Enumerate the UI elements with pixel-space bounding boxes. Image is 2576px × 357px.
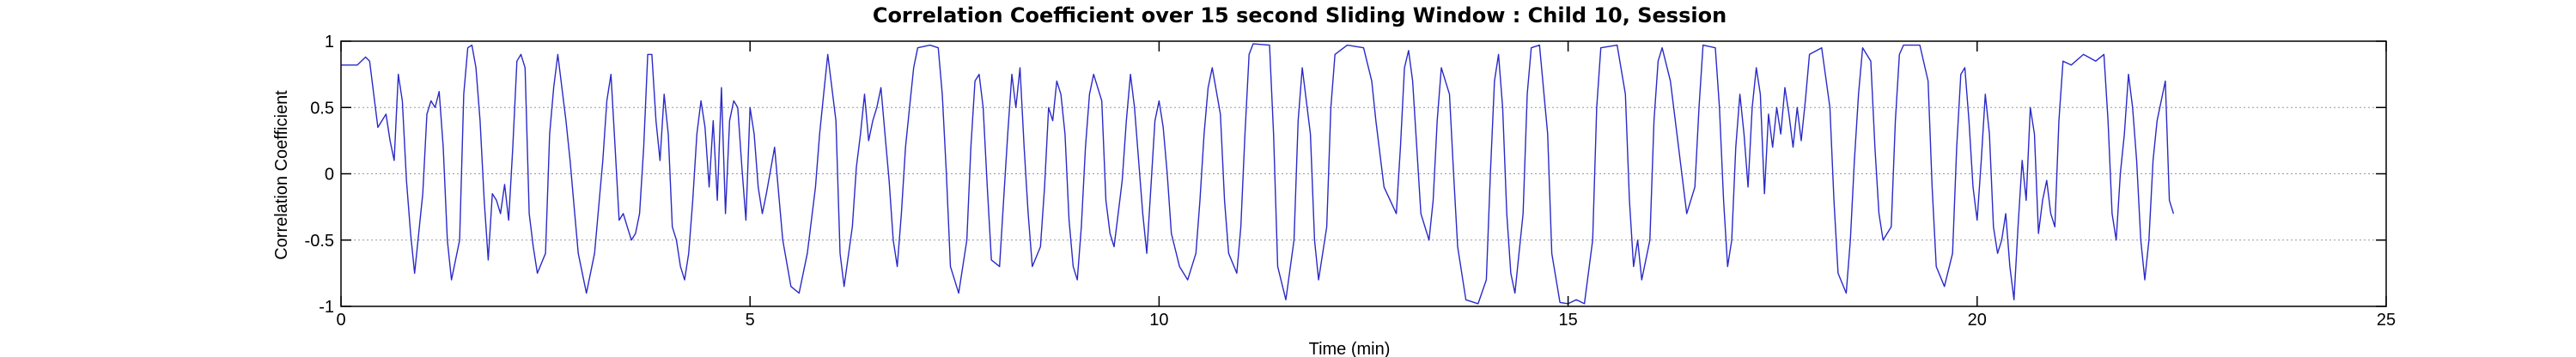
y-axis-label: Correlation Coefficient (272, 90, 291, 260)
x-tick-label: 25 (2377, 311, 2396, 330)
chart-title: Correlation Coefficient over 15 second S… (873, 3, 1726, 27)
series-group (341, 43, 2175, 305)
x-tick-label: 15 (1558, 311, 1577, 330)
x-axis-label: Time (min) (1309, 340, 1391, 357)
x-tick-label: 0 (336, 311, 345, 330)
y-tick-labels: -1 -0.5 0 0.5 1 (305, 33, 334, 317)
y-tick-label: 0 (325, 166, 334, 185)
x-tick-labels: 0 5 10 15 20 25 (336, 311, 2396, 330)
x-tick-label: 20 (1968, 311, 1987, 330)
grid-lines (341, 106, 2386, 241)
x-tick-label: 10 (1149, 311, 1168, 330)
y-tick-label: -1 (319, 298, 334, 317)
axis-ticks (340, 40, 2387, 307)
y-tick-label: -0.5 (305, 232, 334, 251)
series-line (341, 43, 2175, 305)
x-tick-label: 5 (746, 311, 755, 330)
y-tick-label: 1 (325, 33, 334, 51)
y-tick-label: 0.5 (310, 99, 334, 118)
